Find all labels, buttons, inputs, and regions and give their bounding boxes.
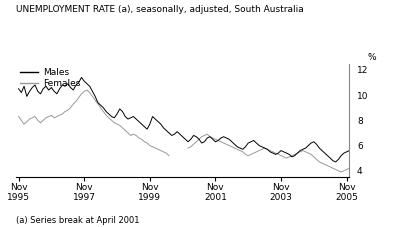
Text: UNEMPLOYMENT RATE (a), seasonally, adjusted, South Australia: UNEMPLOYMENT RATE (a), seasonally, adjus…: [16, 5, 304, 14]
Text: (a) Series break at April 2001: (a) Series break at April 2001: [16, 216, 139, 225]
Text: %: %: [368, 53, 376, 62]
Legend: Males, Females: Males, Females: [20, 68, 80, 88]
